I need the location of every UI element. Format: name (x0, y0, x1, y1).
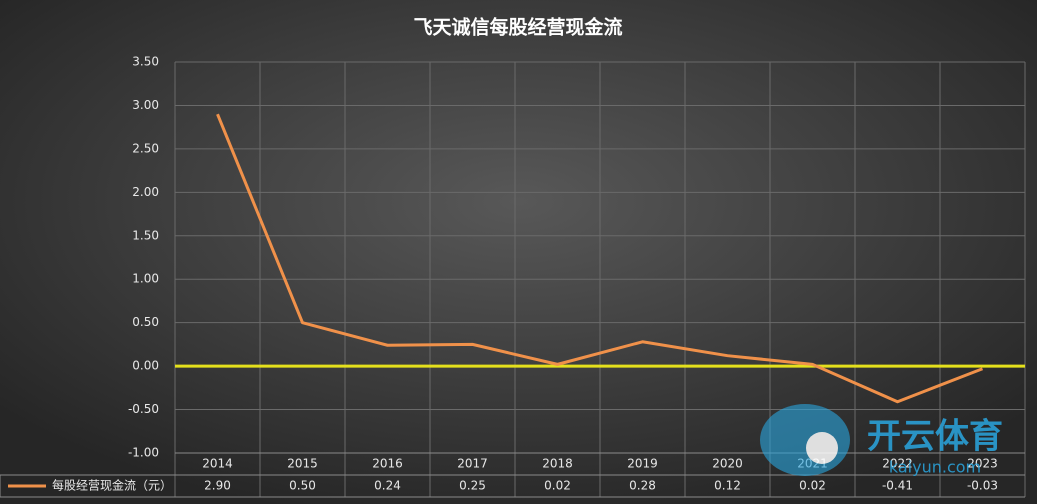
series-line (216, 113, 984, 404)
x-tick-label: 2018 (542, 457, 573, 471)
table-value: 0.24 (374, 479, 401, 493)
table-value: 0.02 (799, 479, 826, 493)
y-tick-label: 1.50 (132, 228, 159, 242)
x-tick-label: 2020 (712, 457, 743, 471)
table-value: 0.50 (289, 479, 316, 493)
x-tick-label: 2015 (287, 457, 318, 471)
watermark-subtitle: kaiyun.com (889, 458, 981, 477)
x-tick-label: 2022 (882, 457, 913, 471)
chart-title: 飞天诚信每股经营现金流 (413, 16, 622, 39)
x-tick-label: 2023 (967, 457, 998, 471)
y-tick-label: -1.00 (128, 446, 159, 460)
table-value: 0.02 (544, 479, 571, 493)
x-tick-label: 2014 (202, 457, 233, 471)
y-tick-label: 3.00 (132, 98, 159, 112)
table-value: -0.03 (967, 479, 998, 493)
watermark-logo (760, 404, 850, 476)
y-tick-label: 3.50 (132, 55, 159, 69)
y-tick-label: 0.50 (132, 315, 159, 329)
y-tick-label: 0.00 (132, 359, 159, 373)
y-tick-label: 2.00 (132, 185, 159, 199)
table-value: 2.90 (204, 479, 231, 493)
y-tick-label: 2.50 (132, 141, 159, 155)
watermark: 开云体育 kaiyun.com (760, 404, 1003, 477)
x-tick-label: 2019 (627, 457, 658, 471)
legend-label: 每股经营现金流（元） (52, 478, 172, 493)
table-value: -0.41 (882, 479, 913, 493)
y-tick-label: 1.00 (132, 272, 159, 286)
table-value: 0.25 (459, 479, 486, 493)
watermark-ball (806, 432, 838, 464)
watermark-title: 开云体育 (867, 417, 1003, 457)
table-value: 0.12 (714, 479, 741, 493)
x-tick-label: 2016 (372, 457, 403, 471)
x-tick-label: 2017 (457, 457, 488, 471)
y-tick-label: -0.50 (128, 402, 159, 416)
table-value: 0.28 (629, 479, 656, 493)
